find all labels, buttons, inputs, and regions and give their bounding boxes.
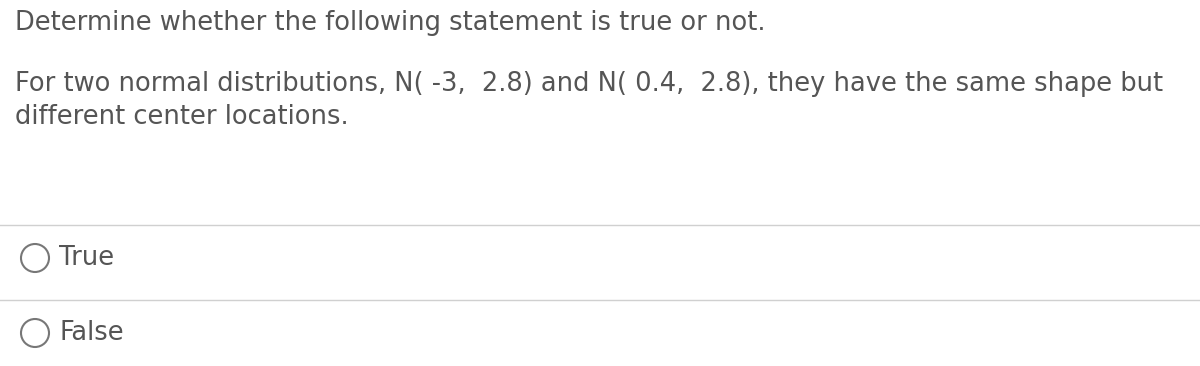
Text: False: False [59,320,124,346]
Text: Determine whether the following statement is true or not.: Determine whether the following statemen… [14,10,766,36]
Text: True: True [59,245,114,271]
Text: different center locations.: different center locations. [14,104,349,130]
Text: For two normal distributions, N( -3,  2.8) and N( 0.4,  2.8), they have the same: For two normal distributions, N( -3, 2.8… [14,71,1163,97]
